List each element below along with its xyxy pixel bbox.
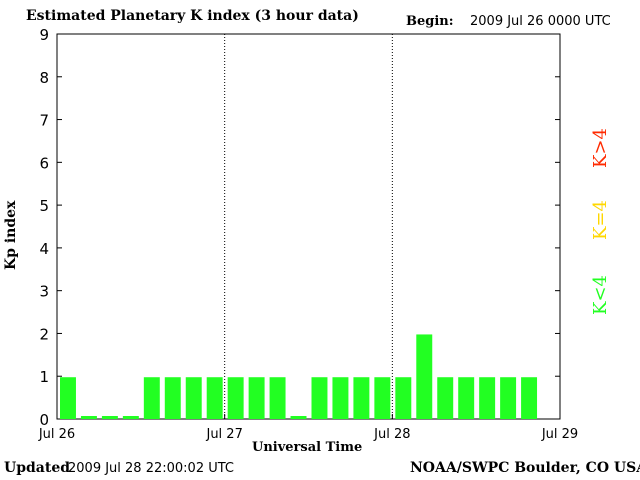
kp-bar (395, 377, 412, 419)
kp-bar (479, 377, 496, 419)
kp-bar (248, 377, 265, 419)
kp-bar (416, 334, 433, 419)
y-tick-label: 0 (39, 411, 49, 429)
updated-label: Updated (4, 460, 71, 476)
updated-value: 2009 Jul 28 22:00:02 UTC (68, 461, 234, 476)
begin-label: Begin: (406, 14, 454, 29)
kp-bar (60, 377, 76, 419)
kp-bar (353, 377, 370, 419)
y-tick-label: 7 (39, 112, 49, 130)
kp-bar (458, 377, 475, 419)
kp-bar (374, 377, 391, 419)
begin-value: 2009 Jul 26 0000 UTC (470, 14, 611, 29)
x-axis-label: Universal Time (252, 440, 363, 455)
credit-text: NOAA/SWPC Boulder, CO USA (410, 460, 640, 476)
kp-bar (521, 377, 538, 419)
y-tick-label: 6 (39, 154, 49, 172)
kp-bar (122, 416, 139, 419)
kp-bar (437, 377, 454, 419)
kp-bar (206, 377, 223, 419)
kp-bar (500, 377, 517, 419)
kp-bar (227, 377, 244, 419)
x-tick-label: Jul 27 (205, 427, 242, 442)
kp-bar (332, 377, 349, 419)
kp-bar (80, 416, 97, 419)
y-tick-label: 2 (39, 325, 49, 343)
y-tick-label: 3 (39, 283, 49, 301)
kp-bar (290, 416, 307, 419)
kp-bar (185, 377, 202, 419)
chart-title: Estimated Planetary K index (3 hour data… (26, 8, 359, 24)
kp-bar (311, 377, 328, 419)
y-axis-label: Kp index (3, 200, 19, 270)
plot-frame (56, 33, 561, 420)
y-tick-label: 1 (39, 368, 49, 386)
legend-mid: K=4 (590, 200, 611, 240)
y-tick-label: 4 (39, 240, 49, 258)
legend-high: K>4 (590, 128, 611, 168)
kp-bar (143, 377, 160, 419)
x-tick-label: Jul 29 (541, 427, 578, 442)
kp-bar (101, 416, 118, 419)
kp-bar (164, 377, 181, 419)
y-tick-label: 9 (39, 26, 49, 44)
x-tick-label: Jul 28 (373, 427, 410, 442)
x-tick-label: Jul 26 (38, 427, 75, 442)
kp-bar (269, 377, 286, 419)
y-tick-label: 5 (39, 197, 49, 215)
y-tick-label: 8 (39, 69, 49, 87)
legend-low: K<4 (590, 275, 611, 315)
